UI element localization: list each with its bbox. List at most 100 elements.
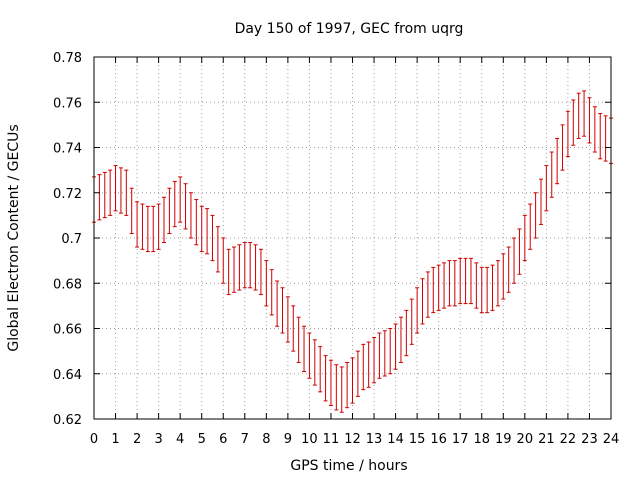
x-axis-label: GPS time / hours	[290, 458, 407, 474]
error-bar	[156, 203, 161, 250]
error-bar	[560, 124, 565, 171]
error-bar	[108, 169, 113, 216]
error-bar	[479, 266, 484, 314]
error-bar	[232, 246, 237, 293]
y-axis-label: Global Electron Content / GECUs	[6, 124, 22, 351]
error-bar	[350, 357, 355, 404]
error-bar	[452, 260, 457, 307]
error-bar	[420, 278, 425, 325]
y-tick-label: 0.68	[53, 277, 82, 292]
error-bar	[345, 361, 350, 409]
error-bar	[302, 325, 307, 372]
error-bar	[285, 296, 290, 343]
x-tick-label: 3	[154, 432, 162, 447]
error-bar	[533, 192, 538, 239]
error-bar	[372, 337, 377, 384]
error-bar	[339, 366, 344, 413]
x-tick-label: 11	[323, 432, 340, 447]
error-bar	[269, 269, 274, 316]
error-bar	[328, 359, 333, 406]
error-bar	[151, 205, 156, 253]
error-bar	[528, 203, 533, 250]
x-tick-label: 23	[581, 432, 598, 447]
x-tick-label: 6	[219, 432, 227, 447]
error-bar	[587, 97, 592, 144]
x-tick-label: 9	[284, 432, 292, 447]
x-tick-label: 14	[387, 432, 404, 447]
error-bar	[458, 257, 463, 305]
x-tick-label: 17	[452, 432, 469, 447]
error-bar	[221, 237, 226, 284]
x-tick-label: 20	[517, 432, 534, 447]
error-bar	[312, 339, 317, 386]
y-tick-label: 0.62	[53, 413, 82, 428]
error-bar	[242, 242, 247, 289]
error-bar	[447, 260, 452, 307]
error-bar	[565, 110, 570, 158]
error-bar	[571, 99, 576, 146]
error-bar	[393, 323, 398, 370]
error-bar	[323, 355, 328, 402]
error-bar	[210, 214, 215, 262]
y-tick-label: 0.7	[61, 232, 82, 247]
error-bar	[544, 165, 549, 212]
x-tick-label: 24	[603, 432, 620, 447]
y-tick-label: 0.78	[53, 51, 82, 66]
error-bar	[490, 264, 495, 311]
error-bar	[97, 174, 102, 221]
error-bar	[382, 330, 387, 377]
error-bars	[92, 90, 613, 413]
error-bar	[576, 92, 581, 139]
error-bar	[199, 205, 204, 253]
error-bar	[522, 214, 527, 262]
error-bar	[436, 264, 441, 311]
error-bar	[582, 90, 587, 137]
grid-lines	[94, 57, 611, 419]
error-bar	[118, 167, 123, 214]
error-bar	[425, 271, 430, 318]
error-bar	[296, 316, 301, 363]
error-bar	[188, 192, 193, 239]
error-bar	[366, 341, 371, 388]
error-bar	[167, 187, 172, 234]
y-tick-label: 0.72	[53, 187, 82, 202]
error-bar	[113, 165, 118, 212]
error-bar	[355, 350, 360, 397]
x-tick-label: 10	[301, 432, 318, 447]
error-bar	[291, 305, 296, 352]
error-bar	[307, 332, 312, 379]
error-bar	[377, 332, 382, 379]
error-bar	[334, 364, 339, 411]
error-bar	[140, 203, 145, 250]
error-bar	[361, 343, 366, 391]
x-tick-label: 21	[538, 432, 555, 447]
tick-marks	[93, 56, 612, 420]
error-bar	[318, 346, 323, 393]
error-bar	[280, 287, 285, 334]
error-bar	[178, 176, 183, 223]
error-bar	[468, 257, 473, 305]
error-bar	[129, 187, 134, 234]
error-bar	[592, 106, 597, 153]
error-bar	[603, 115, 608, 162]
x-tick-label: 13	[366, 432, 383, 447]
error-bar	[102, 171, 107, 219]
error-bar	[474, 262, 479, 309]
error-bar	[135, 201, 140, 248]
x-tick-label: 4	[176, 432, 184, 447]
y-tick-label: 0.74	[53, 142, 82, 157]
error-bar	[275, 280, 280, 327]
error-bar	[172, 180, 177, 228]
x-tick-label: 16	[430, 432, 447, 447]
y-tick-labels: 0.62 0.64 0.66 0.68 0.7 0.72 0.74 0.76 0.78	[53, 51, 82, 428]
error-bar	[415, 287, 420, 334]
error-bar	[253, 244, 258, 291]
error-bar	[398, 316, 403, 363]
error-bar	[183, 183, 188, 230]
y-tick-label: 0.76	[53, 96, 82, 111]
error-bar	[431, 266, 436, 314]
x-tick-label: 1	[111, 432, 119, 447]
y-tick-label: 0.64	[53, 368, 82, 383]
x-tick-label: 18	[473, 432, 490, 447]
error-bar	[495, 260, 500, 307]
